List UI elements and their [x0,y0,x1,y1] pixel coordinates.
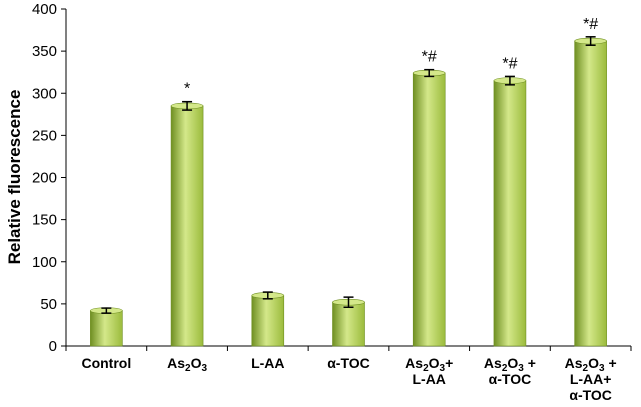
plot-area: 0 50 100 150 200 250 300 350 400 Control * As2O3 L-A… [32,1,632,403]
y-tick-label: 400 [32,1,57,18]
y-tick-label: 50 [40,296,57,313]
x-category-label: Control [81,355,131,371]
x-category-label: As2O3+ L-AA [405,355,453,387]
significance-marker: *# [422,49,437,66]
bar [332,301,365,347]
bar [170,105,204,347]
bar [251,295,285,347]
y-tick-label: 300 [32,85,57,102]
x-category-label: As2O3 [167,355,207,374]
significance-marker: *# [502,55,517,72]
x-category-label: As2O3 + L-AA+ α-TOC [565,355,617,403]
y-axis-label: Relative fluorescence [5,90,24,265]
bar [493,80,527,347]
y-tick-label: 100 [32,254,57,271]
y-tick-label: 250 [32,127,57,144]
bar [90,310,123,347]
x-category-label: As2O3 + α-TOC [484,355,536,387]
bar [574,40,607,347]
y-tick-label: 0 [49,338,57,355]
y-tick-label: 200 [32,170,57,187]
x-category-label: L-AA [251,355,284,371]
significance-marker: *# [583,16,598,33]
x-category-label: α-TOC [327,355,370,371]
bar [412,72,446,347]
y-tick-label: 350 [32,43,57,60]
y-tick-label: 150 [32,212,57,229]
significance-marker: * [184,81,190,98]
